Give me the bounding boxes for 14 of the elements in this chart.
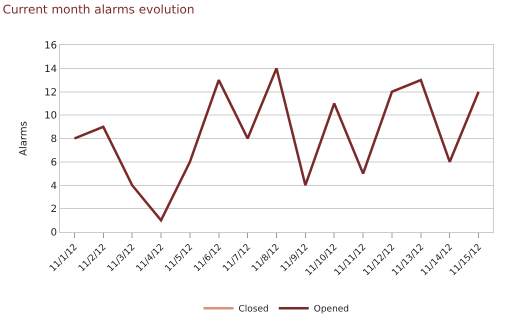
y-tick-label: 0 bbox=[50, 228, 57, 238]
y-axis-title: Alarms bbox=[18, 121, 30, 156]
y-tick-label: 2 bbox=[50, 204, 57, 216]
y-tick-label: 4 bbox=[50, 180, 57, 192]
y-tick-label: 8 bbox=[50, 134, 57, 145]
legend-label: Closed bbox=[238, 304, 269, 315]
y-tick-label: 6 bbox=[50, 157, 57, 168]
y-tick-label: 16 bbox=[44, 40, 57, 52]
legend-label: Opened bbox=[314, 304, 350, 315]
y-tick-label: 12 bbox=[44, 87, 57, 98]
y-tick-label: 14 bbox=[44, 64, 57, 75]
line-series bbox=[73, 67, 480, 222]
chart-title: Current month alarms evolution bbox=[2, 2, 194, 16]
y-tick-label: 10 bbox=[44, 110, 57, 122]
